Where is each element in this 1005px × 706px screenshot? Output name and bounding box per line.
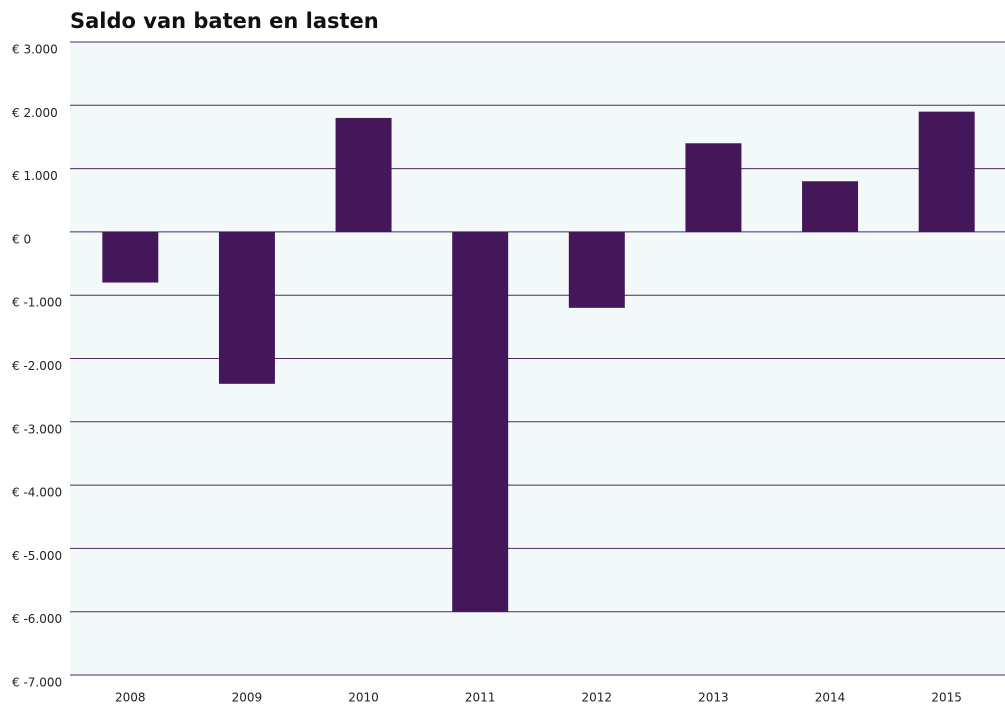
bar bbox=[685, 143, 742, 232]
bar bbox=[335, 117, 392, 232]
y-tick-label: € -5.000 bbox=[12, 549, 62, 563]
x-tick-label: 2011 bbox=[465, 691, 496, 705]
bar bbox=[568, 231, 625, 308]
y-tick-label: € -7.000 bbox=[12, 676, 62, 690]
y-tick-label: € 3.000 bbox=[12, 43, 58, 57]
y-tick-label: € -1.000 bbox=[12, 296, 62, 310]
x-tick-label: 2010 bbox=[348, 691, 379, 705]
bar bbox=[102, 231, 159, 283]
y-tick-label: € -3.000 bbox=[12, 422, 62, 436]
chart-title: Saldo van baten en lasten bbox=[70, 9, 379, 33]
bar bbox=[218, 231, 275, 384]
bar bbox=[452, 231, 509, 612]
bar bbox=[918, 111, 975, 232]
x-tick-label: 2015 bbox=[931, 691, 962, 705]
x-tick-label: 2009 bbox=[232, 691, 263, 705]
y-tick-label: € 1.000 bbox=[12, 169, 58, 183]
bar bbox=[802, 181, 859, 232]
y-tick-label: € -6.000 bbox=[12, 612, 62, 626]
y-tick-label: € 0 bbox=[12, 232, 31, 246]
x-tick-label: 2008 bbox=[115, 691, 146, 705]
y-tick-label: € -2.000 bbox=[12, 359, 62, 373]
x-tick-label: 2014 bbox=[815, 691, 846, 705]
y-tick-label: € -4.000 bbox=[12, 486, 62, 500]
x-tick-label: 2013 bbox=[698, 691, 729, 705]
y-tick-label: € 2.000 bbox=[12, 106, 58, 120]
x-tick-label: 2012 bbox=[582, 691, 613, 705]
